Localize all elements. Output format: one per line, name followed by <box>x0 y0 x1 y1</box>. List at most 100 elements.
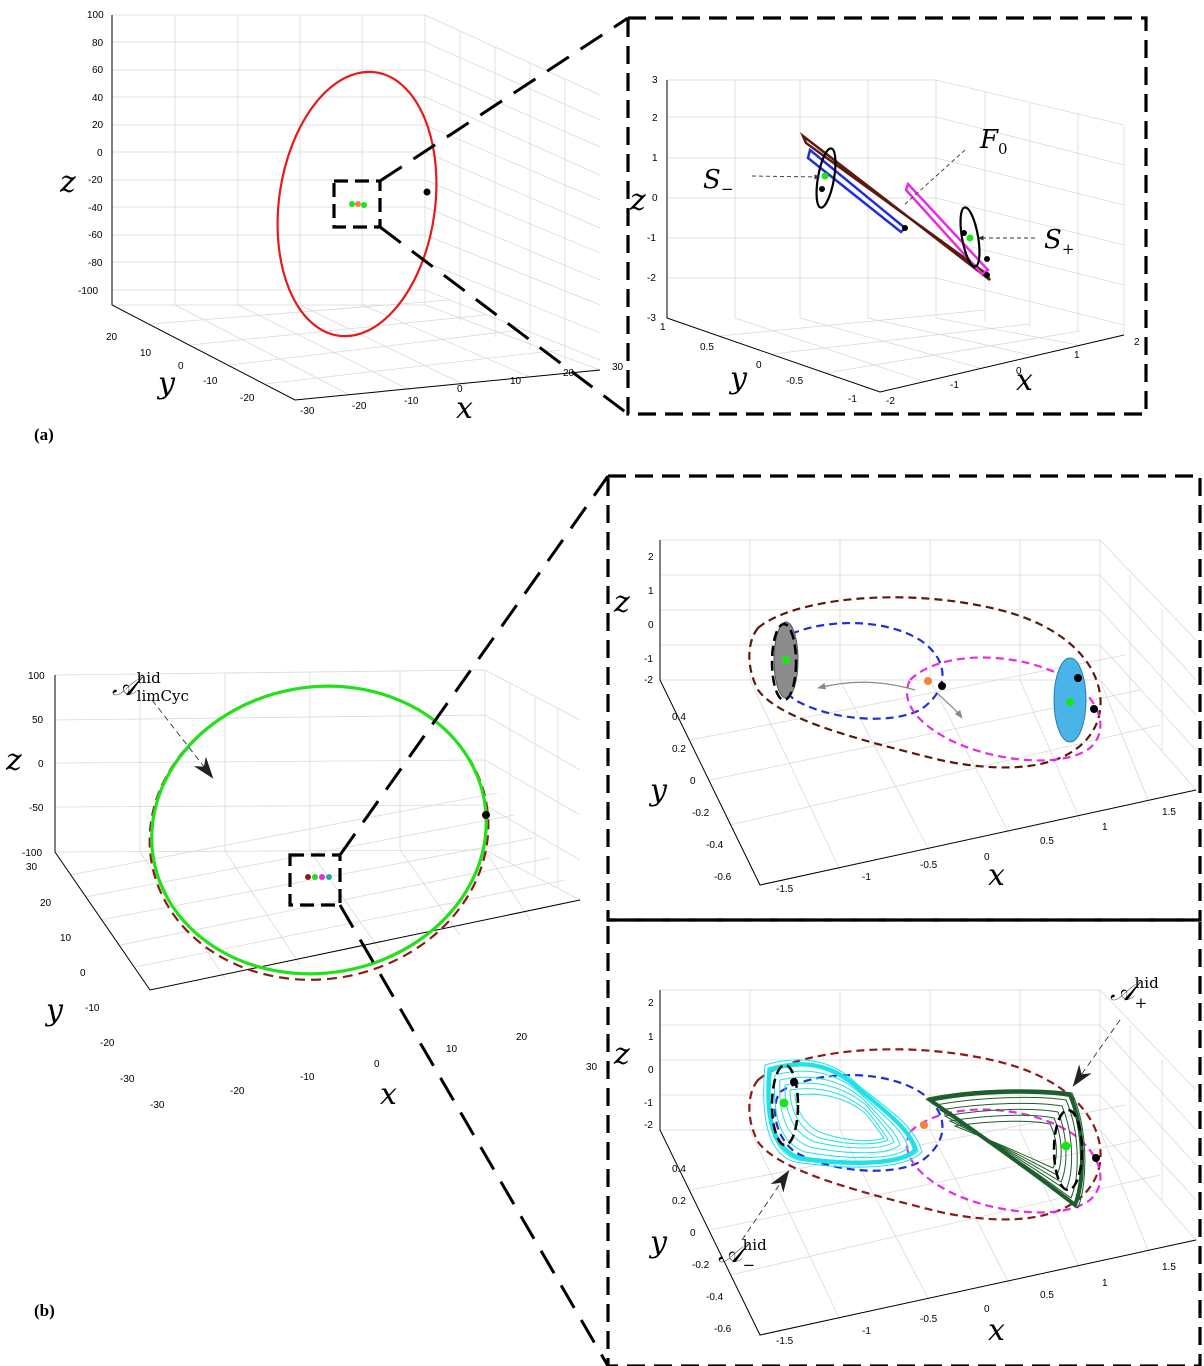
x-tick: 0 <box>374 1059 380 1070</box>
limcyc-leader <box>151 699 214 779</box>
panel-a-main-plot: 100 80 60 40 20 0 -20 -40 -60 -80 -100 z… <box>59 10 624 426</box>
z-axis-label: z <box>629 183 646 218</box>
x-tick: -30 <box>300 406 315 417</box>
panel-b-main-y-ticks: 30 20 10 0 -10 -20 -30 <box>26 862 135 1085</box>
y-tick: 0.5 <box>700 342 714 353</box>
panel-a-zoom-plot: 3 2 1 0 -1 -2 -3 z 1 0.5 0 -0.5 -1 y -2 … <box>629 75 1140 407</box>
y-tick: 0 <box>690 776 696 787</box>
S-minus-label: S− <box>703 165 733 198</box>
magenta-dashed-cycle <box>905 656 1102 762</box>
z-tick: 0 <box>97 148 103 159</box>
F0-label: F0 <box>979 125 1008 158</box>
panel-a-main-axes <box>111 15 601 401</box>
x-tick: -30 <box>150 1100 165 1111</box>
x-tick: 1.5 <box>1162 1262 1176 1273</box>
y-tick: 0 <box>80 968 86 979</box>
z-tick: -20 <box>88 175 103 186</box>
y-tick: 10 <box>140 348 152 359</box>
panel-b-zoom-bottom-plot: 2 1 0 -1 -2 z 0.4 0.2 0 -0.2 -0.4 -0.6 y… <box>613 974 1197 1348</box>
equilibrium-point <box>782 656 790 664</box>
x-tick: -20 <box>230 1086 245 1097</box>
panel-b-zoom-bottom-x-ticks: -1.5 -1 -0.5 0 0.5 1 1.5 <box>776 1262 1176 1347</box>
z-tick: 0 <box>652 193 658 204</box>
green-limit-cycle <box>150 684 488 976</box>
panel-b-zoom-top-x-ticks: -1.5 -1 -0.5 0 0.5 1 1.5 <box>776 807 1176 895</box>
x-tick: -20 <box>352 401 367 412</box>
x-tick: 0 <box>984 852 990 863</box>
cycle-point <box>790 1078 798 1086</box>
blue-dashed-cycle <box>773 1073 944 1172</box>
cycle-point <box>423 188 431 196</box>
z-tick: 3 <box>652 75 658 86</box>
zoom-box <box>332 179 382 229</box>
brown-dashed-cycle <box>748 596 1102 769</box>
cycle-point <box>961 230 967 236</box>
cycle-point <box>482 811 490 819</box>
cycle-point <box>902 225 908 231</box>
z-tick: -1 <box>644 1098 653 1109</box>
z-tick: 0 <box>648 1065 654 1076</box>
y-tick: 20 <box>40 898 52 909</box>
z-tick: 80 <box>92 38 104 49</box>
z-tick: 2 <box>648 998 654 1009</box>
panel-a-main-x-ticks: -30 -20 -10 0 10 20 30 <box>300 362 624 417</box>
x-tick: 1 <box>1074 350 1080 361</box>
x-tick: 1.5 <box>1162 807 1176 818</box>
z-tick: -100 <box>22 848 42 859</box>
z-tick: 40 <box>92 93 104 104</box>
panel-b-zoom-lines <box>338 475 610 1366</box>
z-tick: 50 <box>32 715 44 726</box>
panel-label-b: (b) <box>34 1301 55 1320</box>
equilibrium-point <box>326 874 332 880</box>
y-tick: 0.2 <box>672 744 686 755</box>
red-limit-cycle <box>276 70 438 338</box>
A-plus-leader <box>1072 1019 1121 1087</box>
z-tick: 2 <box>652 113 658 124</box>
y-tick: -30 <box>120 1074 135 1085</box>
y-tick: -0.2 <box>692 808 710 819</box>
equilibrium-point <box>1066 698 1074 706</box>
z-tick: 100 <box>28 671 45 682</box>
y-tick: 20 <box>106 332 118 343</box>
z-tick: 1 <box>648 1032 654 1043</box>
panel-a-main-y-ticks: 20 10 0 -10 -20 <box>106 332 255 404</box>
z-tick: -40 <box>88 203 103 214</box>
z-tick: 1 <box>652 153 658 164</box>
panel-b-main-plot: 100 50 0 -50 -100 z 30 20 10 0 -10 -20 -… <box>5 669 598 1112</box>
y-axis-label: y <box>648 773 668 808</box>
z-axis-label: z <box>613 585 630 620</box>
y-tick: 0 <box>756 360 762 371</box>
cycle-point <box>1090 705 1098 713</box>
equilibrium-S-minus <box>821 172 829 180</box>
x-tick: 0 <box>984 1304 990 1315</box>
equilibrium-point <box>779 1098 789 1108</box>
x-tick: 0.5 <box>1040 836 1054 847</box>
z-tick: -2 <box>644 1120 653 1131</box>
x-tick: -1.5 <box>776 1336 794 1347</box>
cycle-point <box>1092 1154 1100 1162</box>
z-tick: -50 <box>29 803 44 814</box>
panel-label-a: (a) <box>34 425 54 444</box>
A-plus-label: 𝒜hid + <box>1110 974 1159 1012</box>
panel-b-zoom-bottom-frame <box>606 918 1202 1366</box>
blue-cycle <box>806 147 907 234</box>
y-tick: -1 <box>848 394 857 405</box>
panel-a-zoom-x-ticks: -2 -1 0 1 2 <box>886 337 1140 407</box>
z-tick: 0 <box>38 759 44 770</box>
y-axis-label: y <box>728 361 748 396</box>
x-axis-label: x <box>380 1077 397 1112</box>
dark-green-attractor <box>926 1089 1086 1209</box>
y-tick: -0.5 <box>786 376 804 387</box>
panel-b-zoom-top-y-ticks: 0.4 0.2 0 -0.2 -0.4 -0.6 <box>672 712 732 883</box>
equilibrium-point <box>355 201 361 207</box>
panel-b-main-x-ticks: -30 -20 -10 0 10 20 30 <box>150 1032 598 1111</box>
z-axis-label: z <box>5 743 22 778</box>
x-tick: 0.5 <box>1040 1290 1054 1301</box>
cycle-point <box>819 186 825 192</box>
x-tick: 1 <box>1102 822 1108 833</box>
z-tick: -1 <box>647 233 656 244</box>
cycle-point <box>938 682 946 690</box>
panel-a-zoom-y-ticks: 1 0.5 0 -0.5 -1 <box>660 322 857 405</box>
y-tick: -0.4 <box>706 1292 724 1303</box>
